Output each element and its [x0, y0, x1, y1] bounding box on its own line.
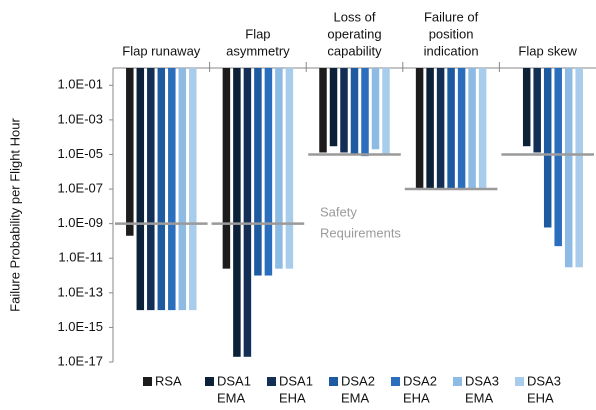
y-tick-label: 1.0E-17	[57, 353, 103, 368]
bar	[564, 68, 573, 268]
bar	[264, 68, 273, 276]
legend-label: DSA2	[341, 373, 375, 388]
category-label: capability	[327, 43, 382, 58]
legend-label: RSA	[155, 373, 182, 388]
annotation: Requirements	[320, 225, 401, 240]
y-tick-label: 1.0E-01	[57, 77, 103, 92]
legend-swatch	[143, 377, 152, 386]
y-tick-label: 1.0E-05	[57, 146, 103, 161]
bar	[350, 68, 359, 155]
legend-label: DSA3	[465, 373, 499, 388]
bar	[147, 68, 155, 311]
legend-label: EMA	[341, 390, 370, 405]
bar	[426, 68, 434, 190]
bar	[415, 68, 424, 190]
bar	[468, 68, 476, 190]
y-tick-label: 1.0E-03	[57, 111, 103, 126]
category-label: position	[429, 26, 474, 41]
legend-swatch	[391, 377, 400, 386]
bar	[168, 68, 176, 311]
category-label: Failure of	[424, 9, 479, 24]
bar	[189, 68, 197, 311]
category-label: Loss of	[334, 9, 376, 24]
bar	[254, 68, 262, 276]
bar	[478, 68, 487, 190]
legend-label: EHA	[403, 390, 430, 405]
category-label: asymmetry	[226, 43, 290, 58]
legend-label: EMA	[217, 390, 246, 405]
y-tick-label: 1.0E-09	[57, 215, 103, 230]
legend-label: EMA	[465, 390, 494, 405]
bar	[222, 68, 231, 269]
bar	[243, 68, 252, 357]
legend-label: DSA1	[279, 373, 313, 388]
category-label: operating	[327, 26, 381, 41]
bar	[178, 68, 187, 311]
bar	[233, 68, 241, 357]
legend-label: EHA	[527, 390, 554, 405]
bar	[275, 68, 283, 269]
bar	[285, 68, 294, 269]
bar	[371, 68, 380, 150]
bar	[136, 68, 145, 311]
y-tick-label: 1.0E-07	[57, 180, 103, 195]
bar	[543, 68, 552, 228]
bar	[382, 68, 390, 155]
y-tick-label: 1.0E-15	[57, 319, 103, 334]
bar	[447, 68, 455, 190]
bar	[319, 68, 327, 153]
bar	[340, 68, 348, 153]
y-tick-label: 1.0E-13	[57, 284, 103, 299]
legend-swatch	[205, 377, 214, 386]
bar	[575, 68, 583, 268]
bar	[436, 68, 445, 190]
legend-swatch	[515, 377, 524, 386]
legend-swatch	[329, 377, 338, 386]
legend-label: DSA2	[403, 373, 437, 388]
category-label: Flap skew	[518, 43, 577, 58]
legend-swatch	[267, 377, 276, 386]
annotation: Safety	[320, 204, 357, 219]
y-tick-label: 1.0E-11	[58, 250, 103, 265]
category-label: Flap runaway	[122, 43, 201, 58]
bar	[361, 68, 369, 157]
category-label: indication	[424, 43, 479, 58]
bar	[329, 68, 338, 147]
legend-label: DSA3	[527, 373, 561, 388]
legend-label: DSA1	[217, 373, 251, 388]
legend-swatch	[453, 377, 462, 386]
bar	[554, 68, 562, 247]
category-label: Flap	[245, 26, 270, 41]
bar	[533, 68, 541, 153]
bar	[522, 68, 531, 147]
legend-label: EHA	[279, 390, 306, 405]
y-axis-label: Failure Probability per Flight Hour	[7, 118, 22, 312]
bar	[457, 68, 466, 190]
bar	[157, 68, 166, 311]
bar	[126, 68, 134, 236]
